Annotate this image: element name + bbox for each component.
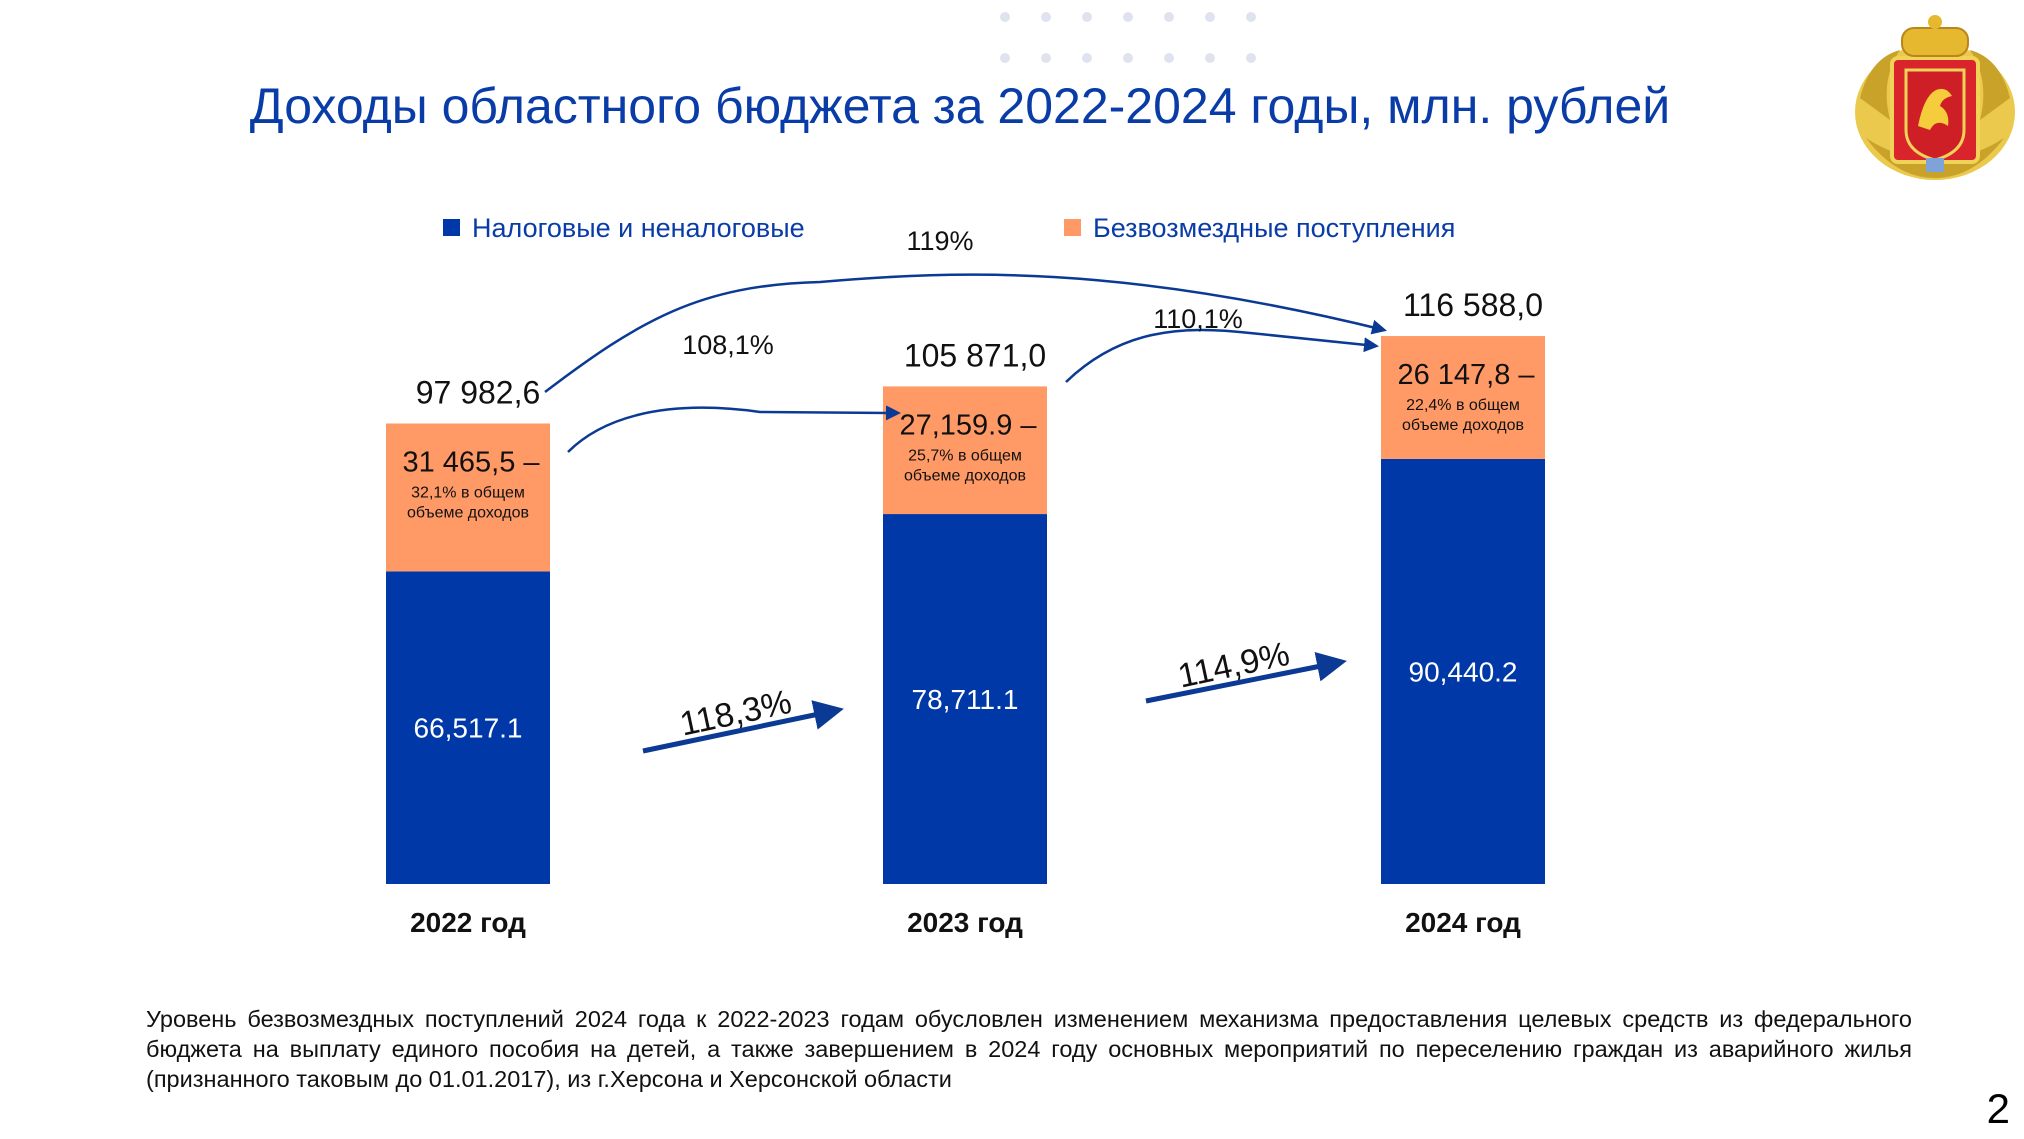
- growth-arrows: [544, 273, 1387, 754]
- total-label-2: 116 588,0: [1403, 287, 1543, 323]
- data-label-tax-1: 78,711.1: [912, 684, 1019, 715]
- x-tick-label-1: 2023 год: [907, 907, 1023, 938]
- legend: Налоговые и неналоговые Безвозмездные по…: [443, 213, 1455, 243]
- page-title: Доходы областного бюджета за 2022-2024 г…: [249, 78, 1671, 134]
- legend-swatch-tax: [443, 219, 460, 236]
- arrow-total-2023-2024: [1065, 328, 1379, 383]
- data-label-tax-2: 90,440.2: [1409, 656, 1518, 687]
- data-sublabel-transfers-2: 22,4% в общем объеме доходов: [1402, 397, 1524, 434]
- decorative-dots: [1000, 12, 1256, 63]
- bar-tax-1: [883, 514, 1047, 884]
- bar-transfers-2: [1381, 336, 1545, 459]
- coat-of-arms-icon: [1855, 15, 2015, 180]
- growth-label-total-2022-2024: 119%: [906, 226, 973, 256]
- data-sublabel-transfers-1: 25,7% в общем объеме доходов: [904, 447, 1026, 484]
- data-label-tax-0: 66,517.1: [414, 713, 523, 744]
- x-tick-label-0: 2022 год: [410, 907, 526, 938]
- bar-transfers-0: [386, 423, 550, 572]
- arrow-total-2022-2023: [567, 405, 901, 453]
- footnote: Уровень безвозмездных поступлений 2024 г…: [146, 1006, 1912, 1092]
- growth-label-tax-2022-2023: 118,3%: [677, 683, 795, 744]
- data-label-transfers-0: 31 465,5 –: [402, 446, 540, 478]
- total-label-1: 105 871,0: [904, 337, 1046, 373]
- arrow-tax-2022-2023: [642, 700, 844, 754]
- legend-label-transfers: Безвозмездные поступления: [1093, 213, 1455, 243]
- growth-label-total-2023-2024: 110,1%: [1153, 304, 1243, 334]
- legend-label-tax: Налоговые и неналоговые: [472, 213, 805, 243]
- legend-swatch-transfers: [1064, 219, 1081, 236]
- page-number: 2: [1986, 1085, 2010, 1132]
- bars-layer: 66,517.1 31 465,5 – 32,1% в общем объеме до…: [386, 287, 1545, 938]
- data-label-transfers-1: 27,159.9 –: [899, 409, 1037, 441]
- data-label-transfers-2: 26 147,8 –: [1397, 359, 1535, 391]
- arrow-tax-2023-2024: [1145, 651, 1347, 704]
- bar-tax-2: [1381, 458, 1545, 884]
- growth-label-tax-2023-2024: 114,9%: [1175, 635, 1293, 696]
- bar-tax-0: [386, 571, 550, 884]
- data-sublabel-transfers-0: 32,1% в общем объеме доходов: [407, 484, 529, 521]
- growth-label-total-2022-2023: 108,1%: [682, 330, 774, 360]
- bar-transfers-1: [883, 386, 1047, 515]
- arrow-total-2022-2024: [544, 273, 1387, 393]
- total-label-0: 97 982,6: [416, 374, 541, 410]
- x-tick-label-2: 2024 год: [1405, 907, 1521, 938]
